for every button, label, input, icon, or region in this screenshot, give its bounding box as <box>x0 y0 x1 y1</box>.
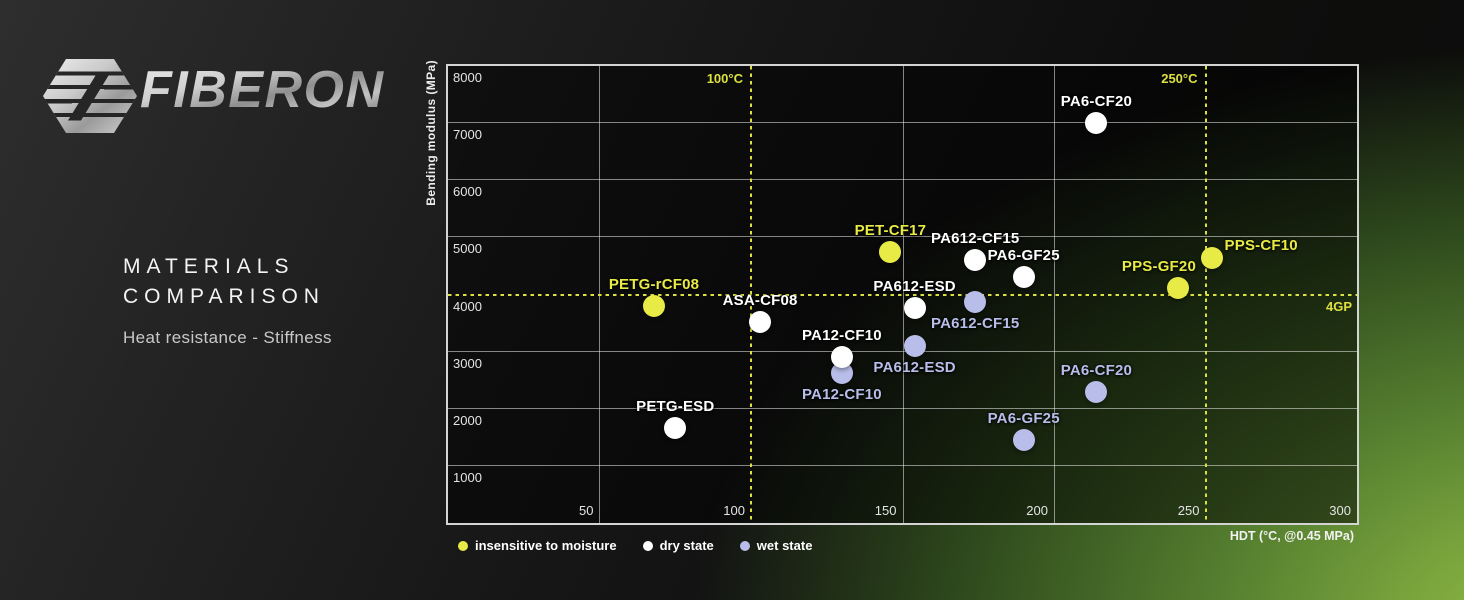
legend-item-wet: wet state <box>739 538 813 553</box>
point-dry-ASA-CF08 <box>749 310 772 333</box>
legend-label-insensitive: insensitive to moisture <box>475 538 617 553</box>
point-label-dry-ASA-CF08: ASA-CF08 <box>722 291 798 309</box>
y-tick-5000: 5000 <box>453 241 482 257</box>
reference-line-label: 250°C <box>1161 71 1198 86</box>
legend-item-insensitive: insensitive to moisture <box>458 538 617 553</box>
y-tick-4000: 4000 <box>453 298 482 314</box>
point-label-wet-PA6-CF20: PA6-CF20 <box>1060 362 1133 380</box>
point-dry-PA6-GF25 <box>1012 266 1035 289</box>
y-tick-2000: 2000 <box>453 412 482 428</box>
point-insensitive-PPS-CF10 <box>1200 246 1223 269</box>
point-wet-PA612-ESD <box>903 335 926 358</box>
point-dry-PA6-CF20 <box>1085 112 1108 135</box>
point-dry-PA612-ESD <box>903 296 926 319</box>
y-tick-6000: 6000 <box>453 184 482 200</box>
page-title-line1: MATERIALS <box>123 255 295 278</box>
y-tick-7000: 7000 <box>453 127 482 143</box>
legend-swatch-dry-icon <box>642 540 653 551</box>
point-insensitive-PPS-GF20 <box>1167 276 1190 299</box>
page-title-line2: COMPARISON <box>123 285 325 308</box>
x-tick-100: 100 <box>723 503 745 518</box>
point-dry-PA612-CF15 <box>964 249 987 272</box>
point-label-insensitive-PETG-rCF08: PETG-rCF08 <box>608 275 700 293</box>
point-label-wet-PA12-CF10: PA12-CF10 <box>801 386 882 404</box>
point-dry-PA12-CF10 <box>830 345 853 368</box>
x-tick-150: 150 <box>874 503 897 518</box>
y-tick-3000: 3000 <box>453 355 482 371</box>
legend-label-dry: dry state <box>659 538 714 553</box>
plot-area: 100°C 250°C 4GP 8000 7000 6000 5000 4000 3000 200… <box>446 64 1359 525</box>
reference-line-4GP <box>448 293 1357 296</box>
point-label-dry-PA612-ESD: PA612-ESD <box>873 277 956 295</box>
legend-item-dry: dry state <box>642 538 714 553</box>
point-label-dry-PA6-CF20: PA6-CF20 <box>1060 93 1133 111</box>
reference-line-label: 100°C <box>706 71 743 86</box>
point-insensitive-PETG-rCF08 <box>643 294 666 317</box>
legend-swatch-insensitive-icon <box>458 540 468 551</box>
point-label-wet-PA612-ESD: PA612-ESD <box>873 359 956 377</box>
point-label-insensitive-PET-CF17: PET-CF17 <box>854 221 927 239</box>
page-title: MATERIALS COMPARISON <box>123 252 325 312</box>
point-wet-PA612-CF15 <box>964 290 987 313</box>
point-label-insensitive-PPS-GF20: PPS-GF20 <box>1121 257 1197 275</box>
y-tick-8000: 8000 <box>453 70 482 85</box>
point-label-dry-PA612-CF15: PA612-CF15 <box>931 230 1020 248</box>
point-wet-PA12-CF10 <box>830 362 853 385</box>
point-wet-PA6-CF20 <box>1085 381 1108 404</box>
point-wet-PA6-GF25 <box>1012 428 1035 451</box>
legend-label-wet: wet state <box>756 538 813 553</box>
point-label-wet-PA612-CF15: PA612-CF15 <box>931 314 1020 332</box>
x-axis-title: HDT (°C, @0.45 MPa) <box>1229 529 1354 543</box>
x-tick-250: 250 <box>1177 503 1200 518</box>
page-subtitle: Heat resistance - Stiffness <box>123 328 332 347</box>
x-tick-200: 200 <box>1026 503 1048 518</box>
legend-swatch-wet-icon <box>739 540 750 551</box>
fiberon-wordmark-text: FIBERON <box>140 61 385 119</box>
point-label-insensitive-PPS-CF10: PPS-CF10 <box>1224 236 1298 254</box>
point-label-dry-PA12-CF10: PA12-CF10 <box>801 326 882 344</box>
y-tick-1000: 1000 <box>453 469 482 485</box>
legend: insensitive to moisture dry state wet stat… <box>458 538 812 553</box>
fiberon-wordmark: FIBERON <box>140 61 385 119</box>
y-axis-title: Bending modulus (MPa) <box>424 60 438 206</box>
reference-line-label: 4GP <box>1325 298 1352 314</box>
point-label-wet-PA6-GF25: PA6-GF25 <box>987 409 1060 427</box>
point-insensitive-PET-CF17 <box>879 240 902 263</box>
point-dry-PETG-ESD <box>664 416 687 439</box>
point-label-dry-PA6-GF25: PA6-GF25 <box>987 247 1060 265</box>
point-label-dry-PETG-ESD: PETG-ESD <box>636 397 715 415</box>
x-tick-300: 300 <box>1329 503 1351 518</box>
x-tick-50: 50 <box>579 503 594 518</box>
fiberon-logo-icon <box>43 59 137 133</box>
